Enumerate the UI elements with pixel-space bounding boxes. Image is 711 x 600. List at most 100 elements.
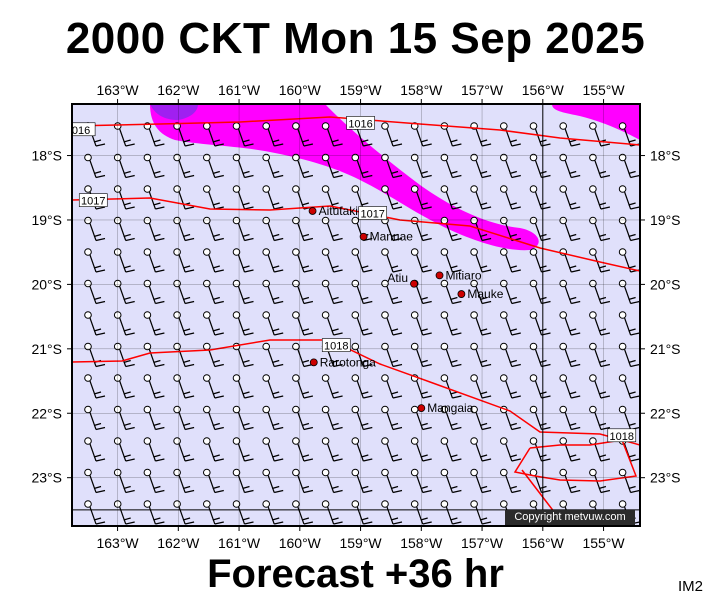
wind-barb	[143, 405, 165, 431]
wind-barb	[381, 185, 403, 210]
wind-barb	[440, 437, 462, 462]
wind-barb	[143, 279, 165, 305]
wind-barb	[292, 405, 314, 431]
wind-barb	[351, 248, 373, 273]
wind-barb	[203, 122, 224, 147]
isobar-label: 1017	[78, 193, 108, 208]
wind-barb	[618, 153, 640, 179]
wind-barb	[381, 468, 403, 494]
wind-barb	[500, 374, 521, 399]
lat-label-right: 18°S	[650, 148, 681, 164]
wind-barb	[500, 122, 521, 147]
wind-barb	[470, 500, 492, 525]
wind-barb	[381, 248, 403, 273]
lat-label-right: 21°S	[650, 341, 681, 357]
wind-barb	[292, 311, 314, 336]
wind-barb	[321, 405, 343, 431]
wind-barb	[500, 216, 521, 242]
place-dot	[410, 279, 418, 288]
wind-barb	[351, 468, 373, 494]
wind-barb	[410, 185, 432, 210]
wind-barb	[292, 248, 314, 273]
wind-barb	[262, 248, 284, 273]
wind-barb	[84, 342, 106, 368]
wind-barb	[381, 437, 403, 462]
wind-barb	[351, 374, 373, 399]
wind-barb	[143, 500, 165, 525]
lon-label-top: 162°W	[157, 82, 200, 98]
lon-label-top: 156°W	[522, 82, 565, 98]
wind-barb	[173, 279, 195, 305]
graticule	[72, 104, 640, 526]
lon-label-top: 155°W	[582, 82, 625, 98]
isobar-1018	[72, 339, 640, 446]
wind-barb	[559, 216, 581, 242]
wind-barb	[500, 437, 521, 462]
wind-barb	[262, 153, 284, 179]
lon-label-bottom: 162°W	[157, 535, 200, 551]
wind-barb	[143, 437, 165, 462]
lat-label-left: 23°S	[31, 470, 62, 486]
wind-barb	[262, 311, 284, 336]
lon-label-top: 159°W	[339, 82, 382, 98]
wind-barb	[381, 374, 403, 399]
svg-text:1018: 1018	[610, 431, 634, 443]
wind-barb	[143, 311, 165, 336]
wind-barb	[321, 185, 343, 210]
wind-barb	[232, 437, 254, 462]
wind-barb	[321, 279, 343, 305]
lon-label-bottom: 161°W	[218, 535, 261, 551]
wind-barb	[351, 342, 373, 368]
lon-label-bottom: 160°W	[279, 535, 322, 551]
isobar-1016	[72, 116, 640, 146]
wind-barb	[143, 153, 165, 179]
wind-barb	[351, 500, 373, 525]
place-marker: Rarotonga	[309, 355, 376, 369]
wind-barb	[381, 153, 403, 179]
wind-barb	[232, 279, 254, 305]
lon-label-bottom: 158°W	[400, 535, 443, 551]
lon-label-top: 163°W	[96, 82, 139, 98]
wind-barb	[203, 468, 224, 494]
wind-barb	[351, 437, 373, 462]
wind-barb	[500, 248, 521, 273]
wind-barb	[559, 122, 581, 147]
wind-barb	[232, 122, 254, 147]
place-dot	[359, 232, 368, 241]
wind-barb	[173, 153, 195, 179]
wind-barb	[470, 311, 492, 336]
wind-barb	[262, 122, 284, 147]
wind-barb	[84, 437, 106, 462]
wind-barb	[292, 374, 314, 399]
svg-text:1016: 1016	[348, 118, 372, 130]
wind-barb	[381, 405, 403, 431]
wind-barb	[559, 342, 581, 368]
wind-barb	[440, 279, 462, 305]
wind-barb	[559, 374, 581, 399]
wind-barb	[500, 342, 521, 368]
wind-barb	[351, 405, 373, 431]
copyright-label: Copyright metvuw.com	[505, 510, 635, 525]
place-marker: Mitiaro	[435, 268, 482, 282]
wind-barb	[381, 311, 403, 336]
wind-barb	[589, 405, 611, 431]
isobar-label: 1016	[346, 116, 375, 130]
wind-barb	[262, 405, 284, 431]
wind-barb	[262, 279, 284, 305]
wind-barb	[589, 437, 611, 462]
isobar-label: 1017	[358, 206, 388, 221]
wind-barb	[440, 311, 462, 336]
wind-barb	[440, 153, 462, 179]
wind-barb	[321, 500, 343, 525]
wind-barb	[203, 405, 224, 431]
place-label: Atiu	[387, 271, 408, 285]
lon-label-bottom: 163°W	[96, 535, 139, 551]
place-markers: Aitutaki Manuae Mitiaro Atiu Mauke Rarotonga M…	[308, 204, 504, 415]
wind-barb	[589, 185, 611, 210]
wind-barb	[470, 153, 492, 179]
lat-label-right: 20°S	[650, 276, 681, 292]
wind-barb	[589, 374, 611, 399]
wind-barb	[470, 279, 492, 305]
wind-barb	[203, 248, 224, 273]
wind-barb	[262, 342, 284, 368]
